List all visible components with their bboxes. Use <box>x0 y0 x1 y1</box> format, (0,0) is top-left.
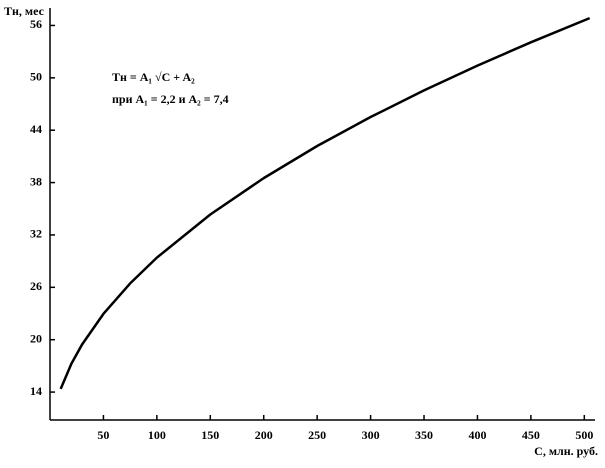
x-tick-label: 300 <box>362 428 380 442</box>
x-tick-label: 150 <box>201 428 219 442</box>
y-tick-label: 44 <box>30 122 42 136</box>
y-tick-label: 50 <box>30 70 42 84</box>
y-tick-label: 56 <box>30 17 42 31</box>
x-tick-label: 200 <box>255 428 273 442</box>
formula: Tн = A₁ √C + A₂ <box>112 70 195 84</box>
y-tick-label: 14 <box>30 384 42 398</box>
y-tick-label: 38 <box>30 174 42 188</box>
x-tick-label: 450 <box>522 428 540 442</box>
x-tick-label: 250 <box>308 428 326 442</box>
x-tick-label: 500 <box>575 428 593 442</box>
x-tick-label: 50 <box>97 428 109 442</box>
y-tick-label: 26 <box>30 279 42 293</box>
y-tick-label: 32 <box>30 227 42 241</box>
formula-params: при A₁ = 2,2 и A₂ = 7,4 <box>112 92 229 106</box>
y-axis-label: Tн, мес <box>4 4 45 18</box>
x-tick-label: 350 <box>415 428 433 442</box>
y-tick-label: 20 <box>30 331 42 345</box>
x-tick-label: 100 <box>148 428 166 442</box>
x-tick-label: 400 <box>468 428 486 442</box>
curve <box>59 16 591 390</box>
x-axis-label: C, млн. руб. <box>534 444 598 458</box>
